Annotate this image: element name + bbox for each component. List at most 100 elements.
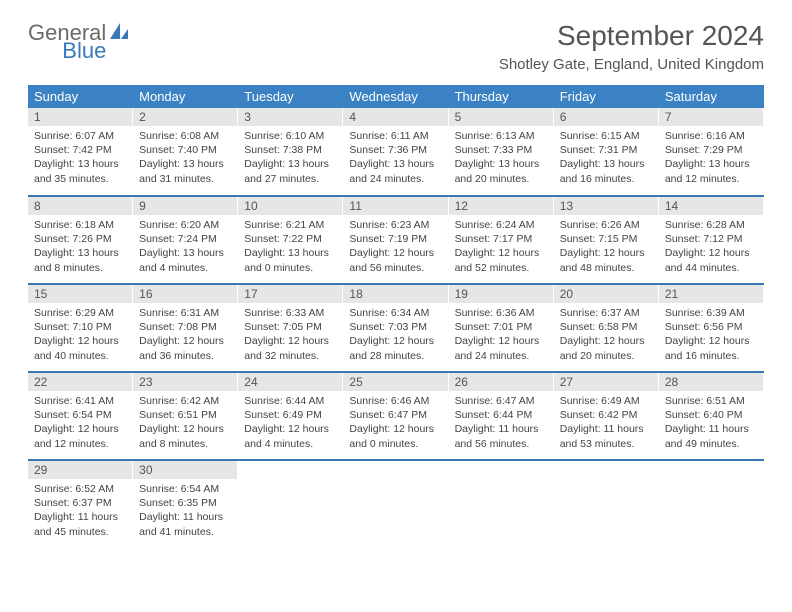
- day-number: 20: [554, 285, 659, 303]
- day-detail: Sunrise: 6:11 AMSunset: 7:36 PMDaylight:…: [343, 126, 448, 189]
- day-number: 5: [449, 108, 554, 126]
- empty-cell: ..: [238, 460, 343, 548]
- day-header: Tuesday: [238, 85, 343, 108]
- day-detail: Sunrise: 6:41 AMSunset: 6:54 PMDaylight:…: [28, 391, 133, 454]
- week-row: 15Sunrise: 6:29 AMSunset: 7:10 PMDayligh…: [28, 284, 764, 372]
- day-cell: 22Sunrise: 6:41 AMSunset: 6:54 PMDayligh…: [28, 372, 133, 460]
- day-cell: 21Sunrise: 6:39 AMSunset: 6:56 PMDayligh…: [659, 284, 764, 372]
- logo: General Blue: [28, 20, 154, 46]
- day-detail: Sunrise: 6:49 AMSunset: 6:42 PMDaylight:…: [554, 391, 659, 454]
- day-number: 25: [343, 373, 448, 391]
- day-number: 18: [343, 285, 448, 303]
- day-header-row: SundayMondayTuesdayWednesdayThursdayFrid…: [28, 85, 764, 108]
- day-detail: Sunrise: 6:08 AMSunset: 7:40 PMDaylight:…: [133, 126, 238, 189]
- day-cell: 7Sunrise: 6:16 AMSunset: 7:29 PMDaylight…: [659, 108, 764, 196]
- day-detail: Sunrise: 6:51 AMSunset: 6:40 PMDaylight:…: [659, 391, 764, 454]
- day-detail: Sunrise: 6:47 AMSunset: 6:44 PMDaylight:…: [449, 391, 554, 454]
- day-number: 3: [238, 108, 343, 126]
- day-detail: Sunrise: 6:10 AMSunset: 7:38 PMDaylight:…: [238, 126, 343, 189]
- day-cell: 3Sunrise: 6:10 AMSunset: 7:38 PMDaylight…: [238, 108, 343, 196]
- day-detail: Sunrise: 6:16 AMSunset: 7:29 PMDaylight:…: [659, 126, 764, 189]
- day-detail: Sunrise: 6:44 AMSunset: 6:49 PMDaylight:…: [238, 391, 343, 454]
- day-cell: 8Sunrise: 6:18 AMSunset: 7:26 PMDaylight…: [28, 196, 133, 284]
- day-detail: Sunrise: 6:31 AMSunset: 7:08 PMDaylight:…: [133, 303, 238, 366]
- day-detail: Sunrise: 6:37 AMSunset: 6:58 PMDaylight:…: [554, 303, 659, 366]
- day-header: Sunday: [28, 85, 133, 108]
- day-number: 14: [659, 197, 764, 215]
- day-number: 9: [133, 197, 238, 215]
- day-number: 23: [133, 373, 238, 391]
- day-cell: 14Sunrise: 6:28 AMSunset: 7:12 PMDayligh…: [659, 196, 764, 284]
- title-block: September 2024 Shotley Gate, England, Un…: [499, 20, 764, 73]
- day-cell: 29Sunrise: 6:52 AMSunset: 6:37 PMDayligh…: [28, 460, 133, 548]
- day-detail: Sunrise: 6:07 AMSunset: 7:42 PMDaylight:…: [28, 126, 133, 189]
- empty-cell: ..: [343, 460, 448, 548]
- day-cell: 13Sunrise: 6:26 AMSunset: 7:15 PMDayligh…: [554, 196, 659, 284]
- month-title: September 2024: [499, 20, 764, 52]
- day-detail: Sunrise: 6:26 AMSunset: 7:15 PMDaylight:…: [554, 215, 659, 278]
- calendar-table: SundayMondayTuesdayWednesdayThursdayFrid…: [28, 85, 764, 548]
- day-number: 24: [238, 373, 343, 391]
- day-number: 26: [449, 373, 554, 391]
- day-header: Saturday: [659, 85, 764, 108]
- header: General Blue September 2024 Shotley Gate…: [28, 20, 764, 73]
- day-cell: 2Sunrise: 6:08 AMSunset: 7:40 PMDaylight…: [133, 108, 238, 196]
- day-cell: 20Sunrise: 6:37 AMSunset: 6:58 PMDayligh…: [554, 284, 659, 372]
- day-cell: 19Sunrise: 6:36 AMSunset: 7:01 PMDayligh…: [449, 284, 554, 372]
- day-number: 12: [449, 197, 554, 215]
- day-detail: Sunrise: 6:42 AMSunset: 6:51 PMDaylight:…: [133, 391, 238, 454]
- day-number: 11: [343, 197, 448, 215]
- day-detail: Sunrise: 6:34 AMSunset: 7:03 PMDaylight:…: [343, 303, 448, 366]
- week-row: 1Sunrise: 6:07 AMSunset: 7:42 PMDaylight…: [28, 108, 764, 196]
- day-number: 16: [133, 285, 238, 303]
- day-number: 4: [343, 108, 448, 126]
- day-detail: Sunrise: 6:54 AMSunset: 6:35 PMDaylight:…: [133, 479, 238, 542]
- day-header: Thursday: [449, 85, 554, 108]
- day-detail: Sunrise: 6:23 AMSunset: 7:19 PMDaylight:…: [343, 215, 448, 278]
- logo-text-blue: Blue: [62, 38, 106, 64]
- day-detail: Sunrise: 6:24 AMSunset: 7:17 PMDaylight:…: [449, 215, 554, 278]
- day-detail: Sunrise: 6:21 AMSunset: 7:22 PMDaylight:…: [238, 215, 343, 278]
- day-detail: Sunrise: 6:33 AMSunset: 7:05 PMDaylight:…: [238, 303, 343, 366]
- day-cell: 9Sunrise: 6:20 AMSunset: 7:24 PMDaylight…: [133, 196, 238, 284]
- location: Shotley Gate, England, United Kingdom: [499, 56, 764, 73]
- day-detail: Sunrise: 6:36 AMSunset: 7:01 PMDaylight:…: [449, 303, 554, 366]
- day-cell: 23Sunrise: 6:42 AMSunset: 6:51 PMDayligh…: [133, 372, 238, 460]
- day-cell: 16Sunrise: 6:31 AMSunset: 7:08 PMDayligh…: [133, 284, 238, 372]
- day-cell: 5Sunrise: 6:13 AMSunset: 7:33 PMDaylight…: [449, 108, 554, 196]
- day-cell: 26Sunrise: 6:47 AMSunset: 6:44 PMDayligh…: [449, 372, 554, 460]
- day-cell: 27Sunrise: 6:49 AMSunset: 6:42 PMDayligh…: [554, 372, 659, 460]
- day-detail: Sunrise: 6:46 AMSunset: 6:47 PMDaylight:…: [343, 391, 448, 454]
- day-number: 19: [449, 285, 554, 303]
- day-number: 13: [554, 197, 659, 215]
- day-detail: Sunrise: 6:13 AMSunset: 7:33 PMDaylight:…: [449, 126, 554, 189]
- day-number: 22: [28, 373, 133, 391]
- day-number: 7: [659, 108, 764, 126]
- day-cell: 28Sunrise: 6:51 AMSunset: 6:40 PMDayligh…: [659, 372, 764, 460]
- day-cell: 17Sunrise: 6:33 AMSunset: 7:05 PMDayligh…: [238, 284, 343, 372]
- day-number: 21: [659, 285, 764, 303]
- day-cell: 6Sunrise: 6:15 AMSunset: 7:31 PMDaylight…: [554, 108, 659, 196]
- day-number: 8: [28, 197, 133, 215]
- day-header: Monday: [133, 85, 238, 108]
- day-detail: Sunrise: 6:29 AMSunset: 7:10 PMDaylight:…: [28, 303, 133, 366]
- day-cell: 25Sunrise: 6:46 AMSunset: 6:47 PMDayligh…: [343, 372, 448, 460]
- empty-cell: ..: [449, 460, 554, 548]
- day-number: 6: [554, 108, 659, 126]
- day-detail: Sunrise: 6:18 AMSunset: 7:26 PMDaylight:…: [28, 215, 133, 278]
- day-number: 29: [28, 461, 133, 479]
- day-cell: 30Sunrise: 6:54 AMSunset: 6:35 PMDayligh…: [133, 460, 238, 548]
- day-header: Friday: [554, 85, 659, 108]
- week-row: 29Sunrise: 6:52 AMSunset: 6:37 PMDayligh…: [28, 460, 764, 548]
- day-cell: 15Sunrise: 6:29 AMSunset: 7:10 PMDayligh…: [28, 284, 133, 372]
- day-detail: Sunrise: 6:15 AMSunset: 7:31 PMDaylight:…: [554, 126, 659, 189]
- week-row: 22Sunrise: 6:41 AMSunset: 6:54 PMDayligh…: [28, 372, 764, 460]
- day-cell: 24Sunrise: 6:44 AMSunset: 6:49 PMDayligh…: [238, 372, 343, 460]
- day-number: 17: [238, 285, 343, 303]
- day-detail: Sunrise: 6:28 AMSunset: 7:12 PMDaylight:…: [659, 215, 764, 278]
- day-cell: 1Sunrise: 6:07 AMSunset: 7:42 PMDaylight…: [28, 108, 133, 196]
- day-number: 28: [659, 373, 764, 391]
- day-cell: 4Sunrise: 6:11 AMSunset: 7:36 PMDaylight…: [343, 108, 448, 196]
- empty-cell: ..: [554, 460, 659, 548]
- day-detail: Sunrise: 6:20 AMSunset: 7:24 PMDaylight:…: [133, 215, 238, 278]
